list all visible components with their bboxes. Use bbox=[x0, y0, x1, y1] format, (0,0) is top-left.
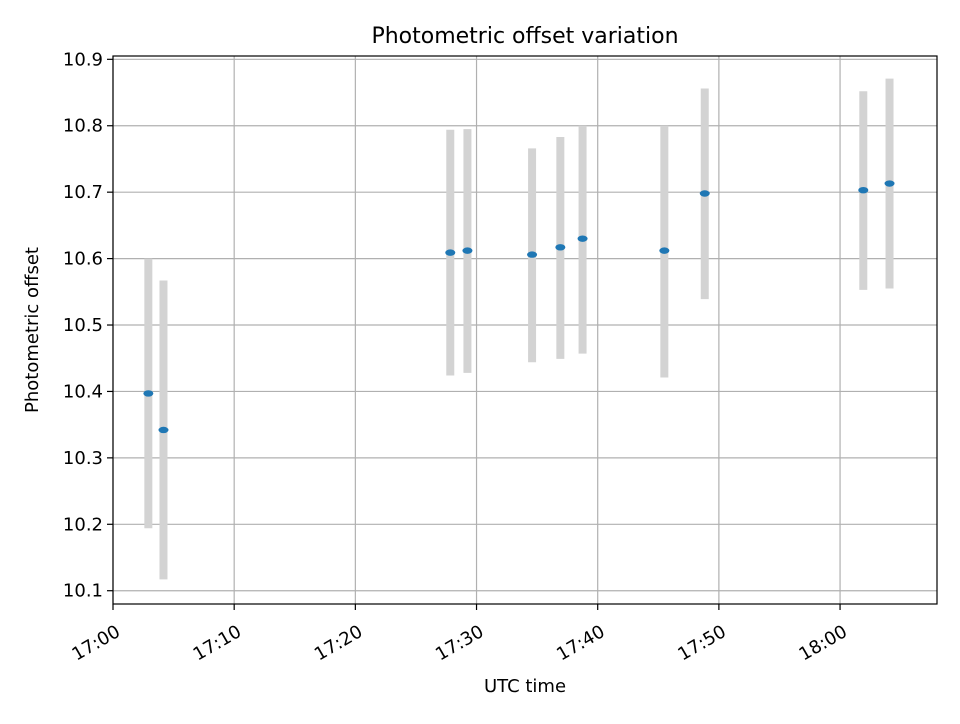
data-point bbox=[462, 247, 473, 254]
data-points bbox=[143, 180, 895, 434]
x-axis-label: UTC time bbox=[484, 676, 566, 697]
plot-area bbox=[113, 56, 937, 604]
data-point bbox=[884, 180, 895, 187]
grid bbox=[112, 56, 937, 604]
y-axis-ticks: 10.1 10.2 10.3 10.4 10.5 10.6 10.7 10.8 10.9 bbox=[63, 49, 113, 602]
y-axis-label: Photometric offset bbox=[22, 247, 43, 413]
data-point bbox=[143, 390, 154, 397]
data-point bbox=[659, 247, 670, 254]
data-point bbox=[577, 235, 588, 242]
data-point bbox=[445, 249, 456, 256]
y-tick-label: 10.8 bbox=[63, 116, 103, 137]
data-point bbox=[858, 186, 869, 194]
plot-frame bbox=[112, 55, 938, 605]
data-point bbox=[527, 251, 538, 258]
y-tick-label: 10.7 bbox=[63, 182, 103, 203]
data-point bbox=[555, 244, 566, 251]
y-tick-label: 10.9 bbox=[63, 49, 103, 70]
data-point bbox=[699, 190, 710, 197]
y-tick-label: 10.1 bbox=[63, 581, 103, 602]
y-tick-label: 10.3 bbox=[63, 448, 103, 469]
data-point bbox=[158, 426, 169, 434]
y-tick-label: 10.2 bbox=[63, 514, 103, 535]
y-tick-label: 10.5 bbox=[63, 315, 103, 336]
chart-title: Photometric offset variation bbox=[371, 24, 678, 49]
y-tick-label: 10.4 bbox=[63, 381, 103, 402]
y-tick-label: 10.6 bbox=[63, 249, 103, 270]
